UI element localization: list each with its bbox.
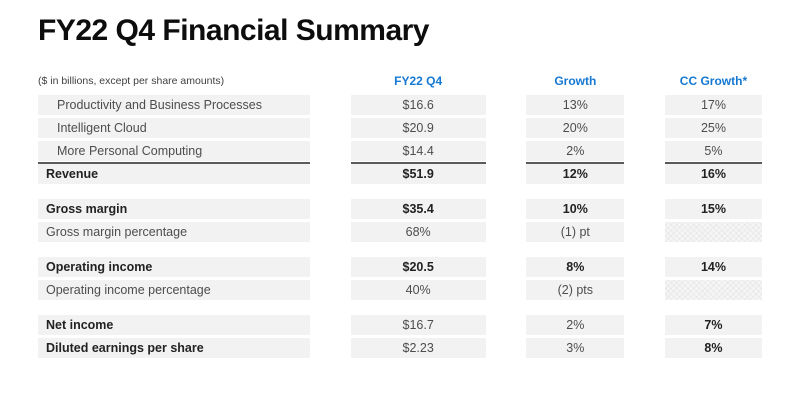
cell-revenue-fy22q4: $51.9 bbox=[350, 164, 486, 184]
cell-revenue-cc-growth: 16% bbox=[664, 164, 762, 184]
row-label-more-personal-computing: More Personal Computing bbox=[38, 141, 310, 161]
section-gross-margin: Gross margin $35.4 10% 15% Gross margin … bbox=[38, 199, 762, 242]
cell-productivity-growth: 13% bbox=[526, 95, 625, 115]
row-label-diluted-eps: Diluted earnings per share bbox=[38, 338, 310, 358]
cell-productivity-cc-growth: 17% bbox=[664, 95, 762, 115]
cell-gross-margin-percentage-growth: (1) pt bbox=[526, 222, 625, 242]
cell-net-income-fy22q4: $16.7 bbox=[350, 315, 486, 335]
cell-diluted-eps-cc-growth: 8% bbox=[664, 338, 762, 358]
cell-gross-margin-fy22q4: $35.4 bbox=[350, 199, 486, 219]
cell-operating-income-percentage-cc-growth bbox=[664, 280, 762, 300]
section-net-income: Net income $16.7 2% 7% Diluted earnings … bbox=[38, 315, 762, 358]
section-revenue: Productivity and Business Processes $16.… bbox=[38, 95, 762, 184]
cell-more-personal-computing-fy22q4: $14.4 bbox=[350, 141, 486, 161]
column-header-fy22-q4: FY22 Q4 bbox=[394, 74, 443, 88]
page-title: FY22 Q4 Financial Summary bbox=[38, 14, 430, 47]
cell-intelligent-cloud-growth: 20% bbox=[526, 118, 625, 138]
cell-operating-income-fy22q4: $20.5 bbox=[350, 257, 486, 277]
cell-gross-margin-cc-growth: 15% bbox=[664, 199, 762, 219]
table-subtitle: ($ in billions, except per share amounts… bbox=[38, 75, 225, 87]
row-label-productivity: Productivity and Business Processes bbox=[38, 95, 310, 115]
table-header-row: ($ in billions, except per share amounts… bbox=[38, 72, 762, 90]
row-label-intelligent-cloud: Intelligent Cloud bbox=[38, 118, 310, 138]
cell-productivity-fy22q4: $16.6 bbox=[350, 95, 486, 115]
cell-operating-income-cc-growth: 14% bbox=[664, 257, 762, 277]
cell-more-personal-computing-growth: 2% bbox=[526, 141, 625, 161]
row-label-operating-income: Operating income bbox=[38, 257, 310, 277]
row-label-operating-income-percentage: Operating income percentage bbox=[38, 280, 310, 300]
cell-operating-income-growth: 8% bbox=[526, 257, 625, 277]
cell-diluted-eps-fy22q4: $2.23 bbox=[350, 338, 486, 358]
cell-net-income-cc-growth: 7% bbox=[664, 315, 762, 335]
cell-gross-margin-percentage-cc-growth bbox=[664, 222, 762, 242]
cell-net-income-growth: 2% bbox=[526, 315, 625, 335]
row-label-net-income: Net income bbox=[38, 315, 310, 335]
cell-operating-income-percentage-growth: (2) pts bbox=[526, 280, 625, 300]
cell-gross-margin-percentage-fy22q4: 68% bbox=[350, 222, 486, 242]
cell-diluted-eps-growth: 3% bbox=[526, 338, 625, 358]
financial-table: ($ in billions, except per share amounts… bbox=[38, 72, 762, 358]
section-operating-income: Operating income $20.5 8% 14% Operating … bbox=[38, 257, 762, 300]
cell-revenue-growth: 12% bbox=[526, 164, 625, 184]
cell-operating-income-percentage-fy22q4: 40% bbox=[350, 280, 486, 300]
cell-gross-margin-growth: 10% bbox=[526, 199, 625, 219]
cell-intelligent-cloud-cc-growth: 25% bbox=[664, 118, 762, 138]
cell-intelligent-cloud-fy22q4: $20.9 bbox=[350, 118, 486, 138]
row-label-gross-margin: Gross margin bbox=[38, 199, 310, 219]
row-label-revenue: Revenue bbox=[38, 164, 310, 184]
cell-more-personal-computing-cc-growth: 5% bbox=[664, 141, 762, 161]
column-header-cc-growth: CC Growth* bbox=[679, 74, 748, 88]
column-header-growth: Growth bbox=[554, 74, 597, 88]
row-label-gross-margin-percentage: Gross margin percentage bbox=[38, 222, 310, 242]
